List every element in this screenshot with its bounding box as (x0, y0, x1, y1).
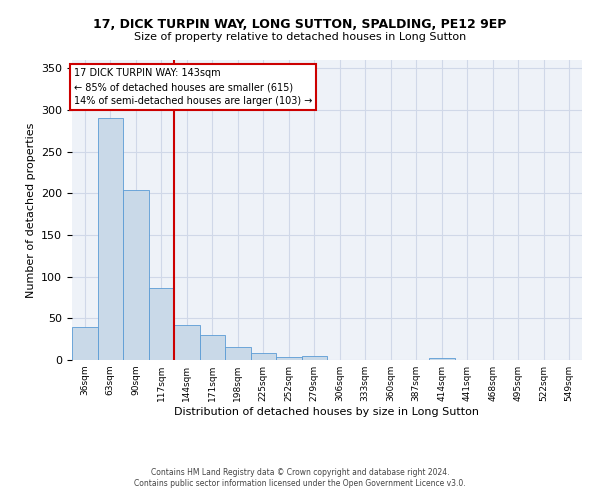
Text: Contains HM Land Registry data © Crown copyright and database right 2024.
Contai: Contains HM Land Registry data © Crown c… (134, 468, 466, 487)
Bar (302, 356, 327, 360)
Bar (174, 325, 199, 360)
Text: 17, DICK TURPIN WAY, LONG SUTTON, SPALDING, PE12 9EP: 17, DICK TURPIN WAY, LONG SUTTON, SPALDI… (94, 18, 506, 30)
Bar (149, 288, 174, 360)
X-axis label: Distribution of detached houses by size in Long Sutton: Distribution of detached houses by size … (175, 407, 479, 417)
Text: 17 DICK TURPIN WAY: 143sqm
← 85% of detached houses are smaller (615)
14% of sem: 17 DICK TURPIN WAY: 143sqm ← 85% of deta… (74, 68, 312, 106)
Bar (72, 326, 97, 360)
Bar (200, 335, 225, 360)
Bar (225, 346, 251, 360)
Text: Size of property relative to detached houses in Long Sutton: Size of property relative to detached ho… (134, 32, 466, 42)
Bar (97, 118, 123, 360)
Y-axis label: Number of detached properties: Number of detached properties (26, 122, 35, 298)
Bar (429, 358, 455, 360)
Bar (276, 356, 302, 360)
Bar (251, 352, 276, 360)
Bar (123, 190, 149, 360)
